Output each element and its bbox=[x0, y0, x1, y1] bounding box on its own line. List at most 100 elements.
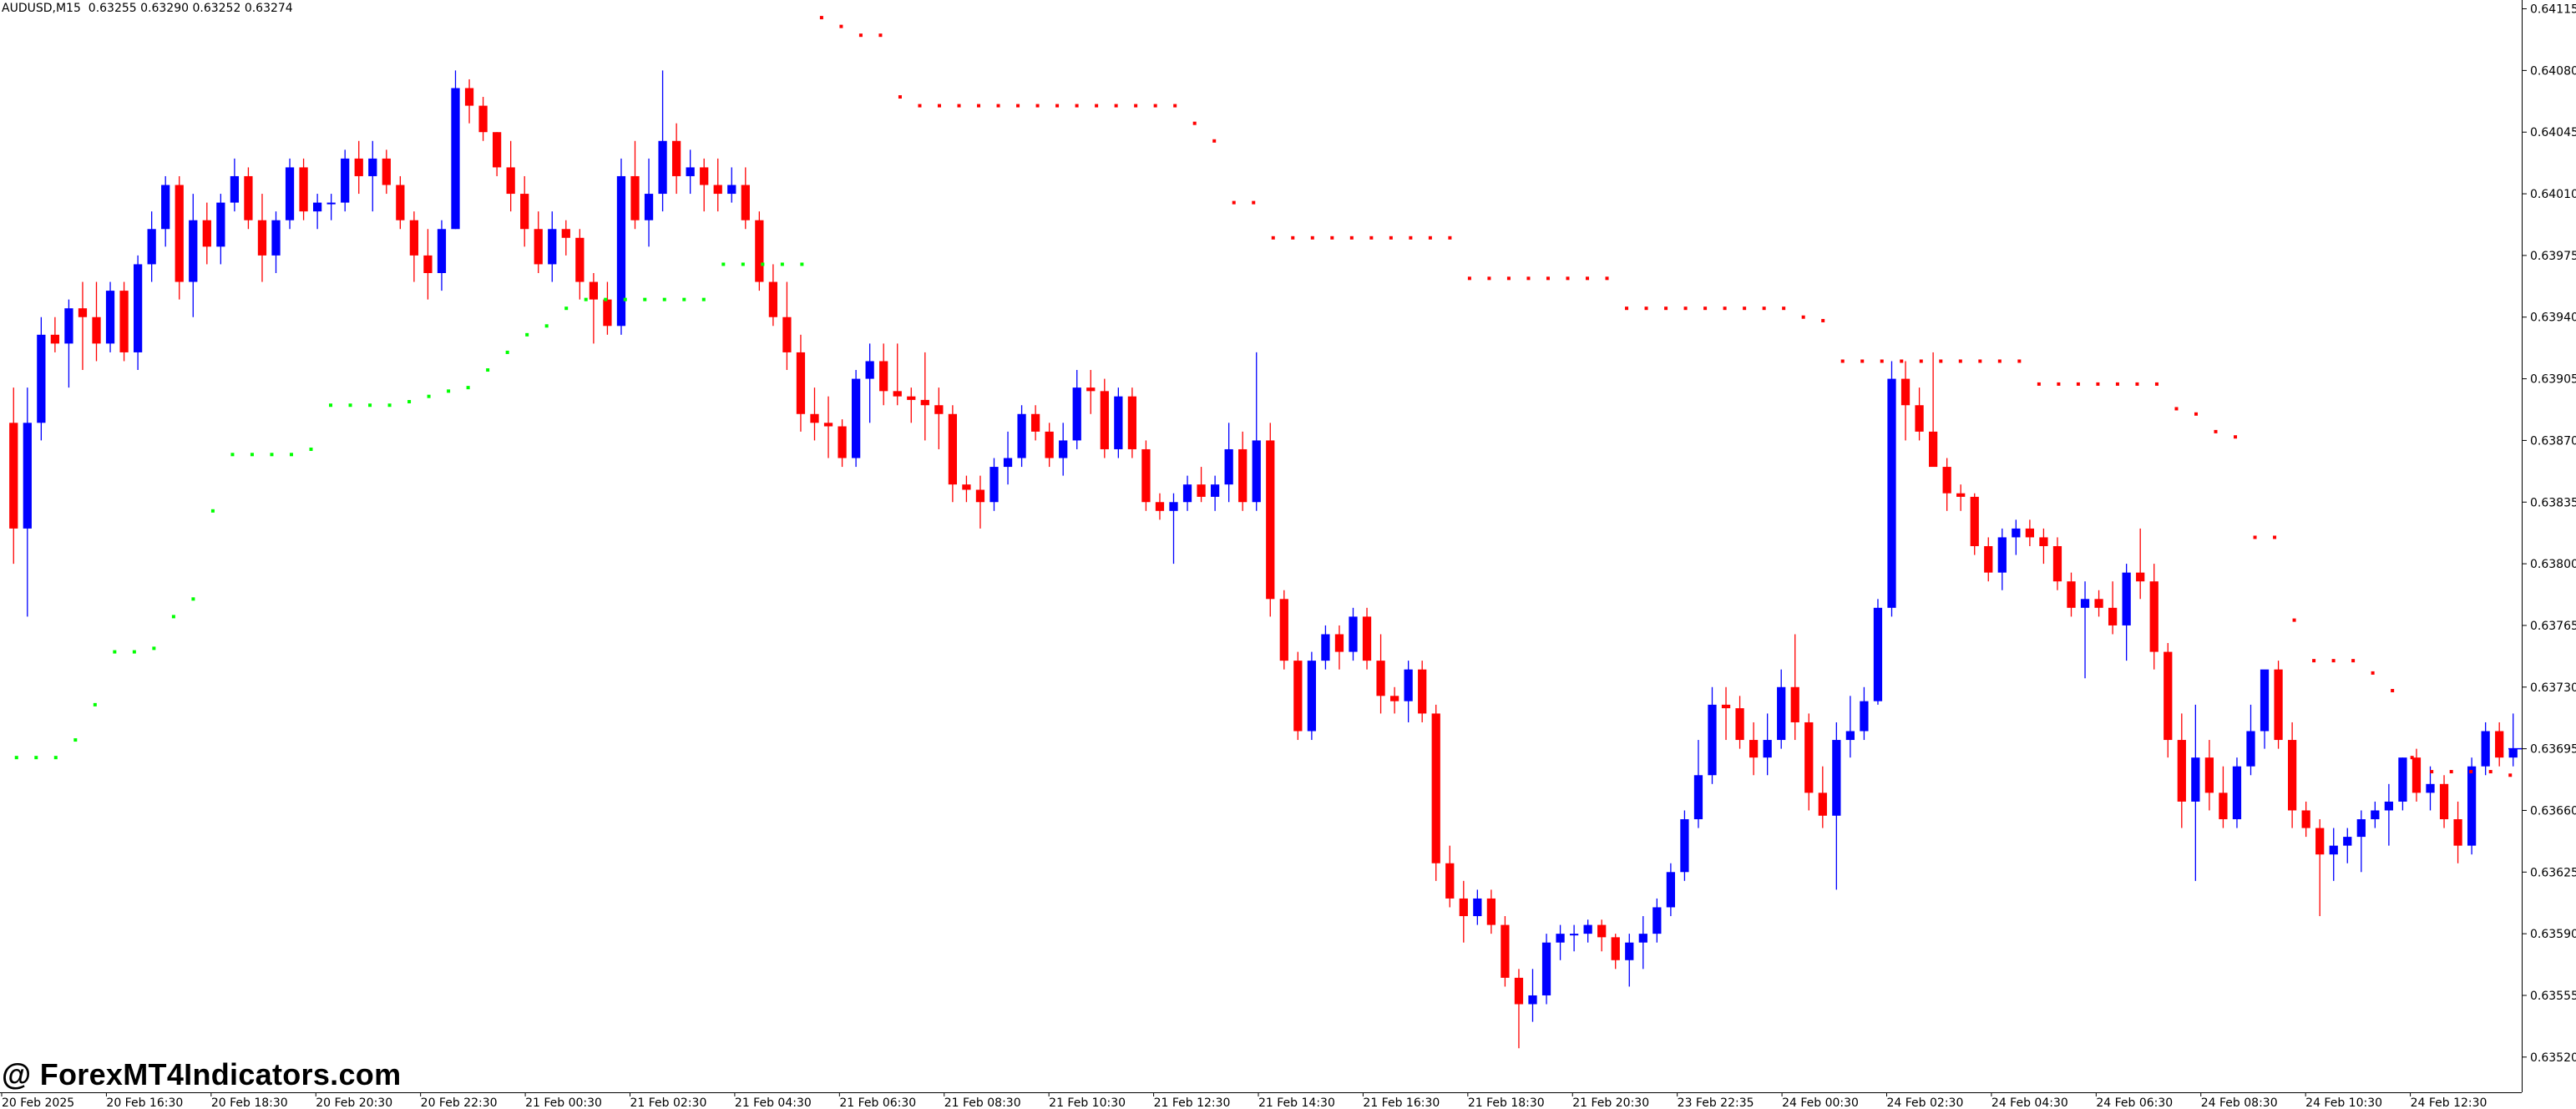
sar-dot bbox=[1644, 306, 1648, 311]
sar-dot bbox=[1625, 306, 1629, 311]
candle-body bbox=[962, 484, 971, 490]
candle-body bbox=[1252, 440, 1261, 503]
candle-body bbox=[396, 185, 405, 220]
time-tick-label: 20 Feb 18:30 bbox=[211, 1096, 288, 1109]
time-tick-label: 24 Feb 06:30 bbox=[2096, 1096, 2173, 1109]
candle-body bbox=[851, 378, 861, 458]
sar-dot bbox=[623, 297, 627, 301]
sar-dot bbox=[1840, 359, 1845, 363]
sar-dot bbox=[2096, 382, 2100, 386]
candle-body bbox=[1086, 387, 1096, 392]
candle-body bbox=[230, 175, 240, 203]
sar-dot bbox=[1330, 235, 1334, 240]
candle-body bbox=[1638, 934, 1647, 943]
sar-dot bbox=[2057, 382, 2061, 386]
candle-body bbox=[1569, 934, 1579, 936]
sar-dot bbox=[2154, 382, 2158, 386]
candle-body bbox=[1956, 493, 1966, 497]
candle-body bbox=[1238, 448, 1248, 503]
sar-dot bbox=[387, 403, 392, 408]
sar-dot bbox=[800, 262, 804, 266]
candle-body bbox=[2108, 607, 2118, 625]
price-tick-label: 0.63625 bbox=[2530, 866, 2576, 879]
sar-dot bbox=[1153, 104, 1157, 108]
candle-body bbox=[603, 299, 612, 327]
candle-body bbox=[1501, 924, 1510, 978]
sar-dot bbox=[1919, 359, 1923, 363]
candle-body bbox=[755, 220, 764, 282]
time-tick-label: 21 Feb 16:30 bbox=[1363, 1096, 1440, 1109]
sar-dot bbox=[1762, 306, 1766, 311]
candle-body bbox=[189, 220, 198, 282]
sar-dot bbox=[210, 509, 215, 513]
candle-body bbox=[1735, 708, 1744, 741]
candle-body bbox=[1942, 467, 1951, 494]
candle-body bbox=[1017, 413, 1026, 458]
candle-body bbox=[1431, 713, 1440, 863]
candle-body bbox=[1860, 701, 1869, 732]
candle-body bbox=[382, 158, 391, 185]
time-tick-label: 24 Feb 00:30 bbox=[1782, 1096, 1859, 1109]
price-tick-label: 0.63940 bbox=[2530, 311, 2576, 325]
candle-body bbox=[548, 229, 557, 265]
candle-body bbox=[934, 405, 944, 414]
time-tick-label: 21 Feb 14:30 bbox=[1258, 1096, 1335, 1109]
candle-body bbox=[796, 352, 806, 414]
ohlc-values: 0.63255 0.63290 0.63252 0.63274 bbox=[88, 2, 293, 15]
candle-body bbox=[907, 396, 916, 400]
sar-dot bbox=[171, 615, 175, 619]
candle-body bbox=[823, 423, 833, 427]
time-tick-label: 23 Feb 22:35 bbox=[1678, 1096, 1754, 1109]
sar-dot bbox=[2115, 382, 2119, 386]
sar-dot bbox=[1055, 104, 1060, 108]
candle-body bbox=[1059, 440, 1068, 458]
candle-body bbox=[575, 237, 585, 282]
sar-dot bbox=[1605, 276, 1609, 281]
sar-dot bbox=[505, 350, 509, 354]
candle-body bbox=[1114, 396, 1123, 449]
candle-body bbox=[2164, 651, 2173, 741]
price-tick-label: 0.64010 bbox=[2530, 188, 2576, 201]
candle-body bbox=[1141, 448, 1151, 503]
sar-dot bbox=[2351, 659, 2356, 663]
sar-dot bbox=[466, 386, 470, 390]
candle-body bbox=[409, 220, 419, 256]
sar-dot bbox=[407, 400, 412, 404]
time-tick-label: 24 Feb 02:30 bbox=[1887, 1096, 1964, 1109]
sar-dot bbox=[1232, 200, 1236, 205]
candle-body bbox=[1072, 387, 1081, 441]
time-tick-label: 21 Feb 18:30 bbox=[1468, 1096, 1545, 1109]
sar-dot bbox=[1958, 359, 1962, 363]
sar-dot bbox=[1821, 318, 1825, 322]
sar-dot bbox=[2410, 756, 2414, 760]
candle-body bbox=[105, 291, 115, 344]
sar-dot bbox=[1467, 276, 1471, 281]
sar-dot bbox=[2331, 659, 2336, 663]
candle-body bbox=[2439, 783, 2449, 819]
candle-body bbox=[2467, 766, 2477, 846]
sar-dot bbox=[1271, 235, 1275, 240]
price-tick-label: 0.63975 bbox=[2530, 250, 2576, 263]
candle-body bbox=[1197, 484, 1206, 497]
time-tick-label: 21 Feb 06:30 bbox=[839, 1096, 916, 1109]
sar-dot bbox=[368, 403, 372, 408]
time-tick-label: 21 Feb 12:30 bbox=[1154, 1096, 1231, 1109]
candle-body bbox=[2177, 740, 2186, 802]
candle-body bbox=[1486, 898, 1496, 925]
sar-dot bbox=[1900, 359, 1904, 363]
candle-body bbox=[2398, 757, 2407, 802]
sar-dot bbox=[721, 262, 726, 266]
sar-dot bbox=[878, 33, 883, 38]
candle-body bbox=[1666, 872, 1676, 908]
sar-dot bbox=[1723, 306, 1727, 311]
sar-dot bbox=[191, 597, 195, 601]
candle-body bbox=[326, 202, 336, 205]
sar-dot bbox=[1075, 104, 1079, 108]
candle-body bbox=[727, 185, 736, 195]
sar-dot bbox=[93, 702, 97, 706]
candle-body bbox=[1445, 863, 1455, 899]
price-tick-label: 0.63660 bbox=[2530, 804, 2576, 818]
candle-body bbox=[1749, 740, 1759, 758]
